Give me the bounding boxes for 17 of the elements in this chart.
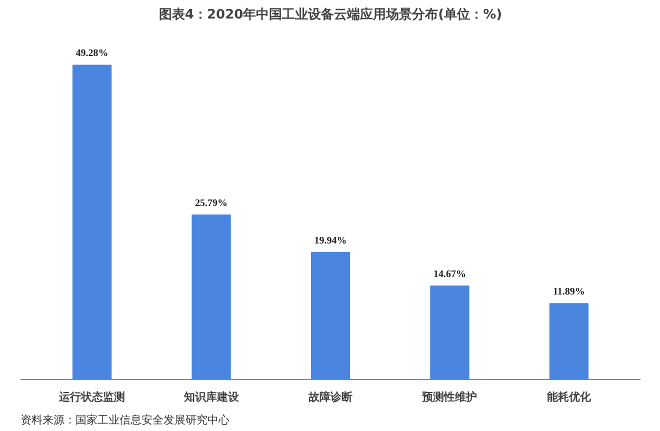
chart-title: 图表4：2020年中国工业设备云端应用场景分布(单位：%) [158, 6, 502, 22]
data-label: 14.67% [433, 268, 466, 280]
bar [310, 252, 350, 380]
x-tick-label: 故障诊断 [308, 390, 352, 404]
bar [192, 214, 231, 380]
bar [72, 64, 112, 380]
bar [549, 303, 589, 380]
x-tick-label: 运行状态监测 [58, 390, 126, 404]
data-label: 49.28% [76, 48, 108, 60]
x-tick-label: 知识库建设 [182, 390, 240, 404]
x-tick-label: 预测性维护 [421, 390, 478, 404]
data-label: 11.89% [552, 286, 585, 298]
data-label: 19.94% [314, 235, 347, 246]
text: 资料来源：国家工业信息安全发展研究中心 [20, 414, 230, 426]
bar [430, 285, 470, 380]
x-tick-label: 能耗优化 [546, 390, 592, 404]
data-label: 25.79% [195, 198, 228, 210]
